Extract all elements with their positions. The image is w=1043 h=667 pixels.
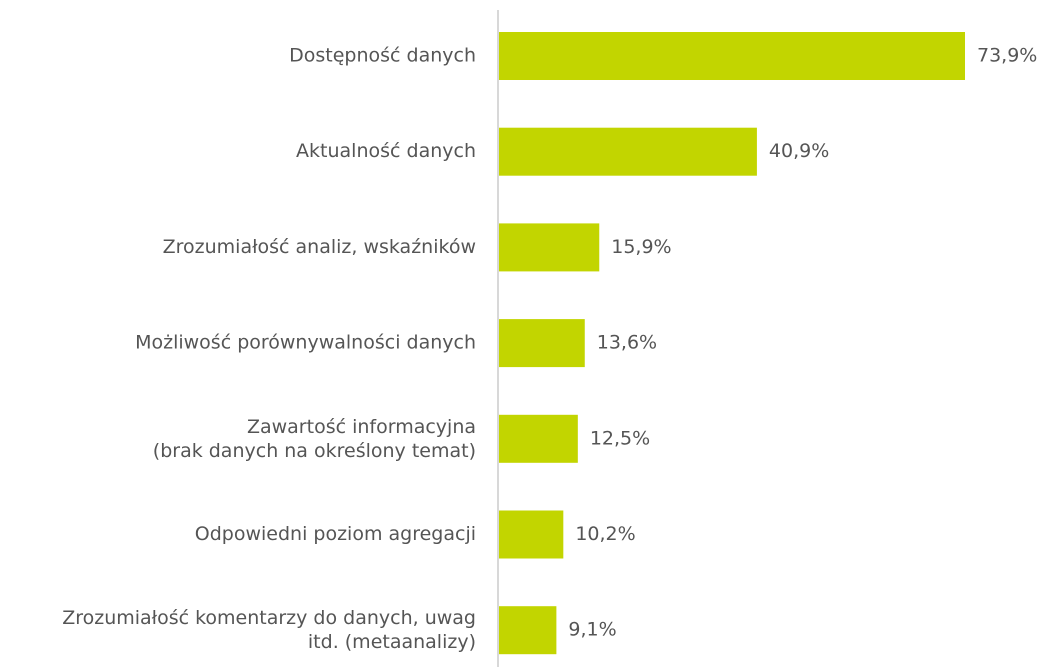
value-label: 15,9% [611,236,671,258]
category-label: Zrozumiałość komentarzy do danych, uwag i… [62,607,476,653]
category-label: Dostępność danych [289,45,476,67]
category-label: Zrozumiałość analiz, wskaźników [163,236,476,258]
bar [499,319,585,368]
value-label: 13,6% [597,332,657,354]
bar [499,32,965,80]
bar [499,127,757,176]
value-label: 10,2% [575,523,635,545]
bar [499,606,557,655]
bar [499,510,564,559]
value-label: 40,9% [769,140,829,162]
value-label: 12,5% [590,427,650,449]
category-label: Możliwość porównywalności danych [135,332,476,354]
category-label: Odpowiedni poziom agregacji [195,523,476,545]
bar [499,414,578,463]
value-label: 9,1% [568,619,616,641]
category-label: Zawartość informacyjna (brak danych na ok… [153,415,476,461]
category-label: Aktualność danych [296,140,476,162]
bar [499,223,600,272]
value-label: 73,9% [977,45,1037,67]
